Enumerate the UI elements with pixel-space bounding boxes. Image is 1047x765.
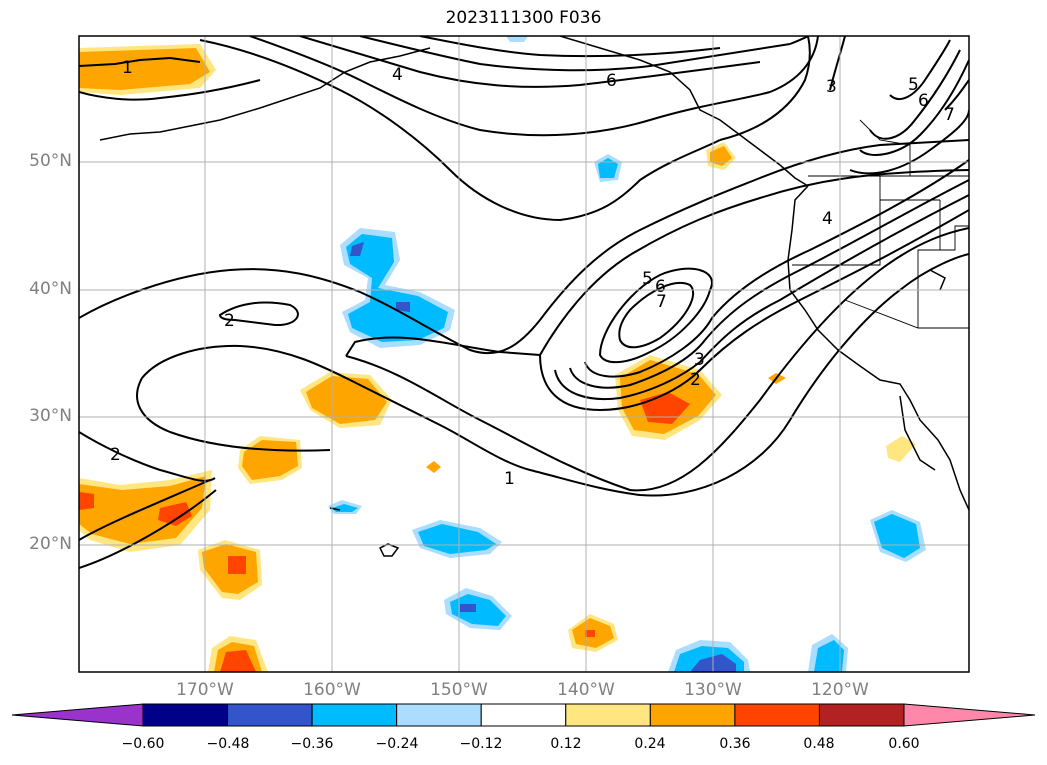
colorbar-tick-label: 0.12 (550, 736, 582, 752)
lon-label-150w: 150°W (430, 680, 488, 700)
contour-label: 2 (690, 370, 701, 390)
contour-label: 5 (908, 75, 919, 95)
lon-label-170w: 170°W (176, 680, 234, 700)
contour-label: 3 (694, 350, 705, 370)
colorbar-segment (734, 703, 820, 727)
map-frame (78, 35, 970, 673)
lat-label-20n: 20°N (29, 534, 72, 554)
contour-label: 6 (655, 277, 666, 297)
map-title: 2023111300 F036 (445, 8, 602, 28)
colorbar-tick-label: 0.36 (719, 736, 751, 752)
height-contours (79, 36, 969, 569)
negative-anomaly-shading (328, 36, 926, 672)
contour-label: 7 (656, 292, 667, 312)
contour-label: 1 (122, 58, 133, 78)
lon-label-130w: 130°W (684, 680, 742, 700)
colorbar-extend-low (11, 703, 144, 727)
contour-label: 6 (918, 91, 929, 111)
colorbar-segment (142, 703, 229, 727)
contour-label: 7 (944, 105, 955, 125)
contour-label: 5 (642, 269, 653, 289)
contour-label: 6 (606, 71, 617, 91)
coastlines (99, 36, 969, 557)
lon-label-120w: 120°W (811, 680, 869, 700)
colorbar (11, 703, 1036, 727)
colorbar-tick-label: −0.36 (290, 736, 334, 752)
contour-label: 4 (392, 65, 403, 85)
colorbar-segment (311, 703, 398, 727)
colorbar-tick-label: 0.60 (888, 736, 920, 752)
colorbar-tick-label: −0.24 (375, 736, 419, 752)
colorbar-segment (396, 703, 482, 727)
colorbar-tick-label: 0.48 (803, 736, 835, 752)
colorbar-extend-high (903, 703, 1036, 727)
colorbar-tick-label: −0.12 (459, 736, 503, 752)
contour-labels: 1 2 2 1 6 4 5 6 7 3 2 3 4 5 6 7 (110, 58, 955, 489)
contour-label: 2 (224, 311, 235, 331)
colorbar-tick-label: −0.48 (206, 736, 250, 752)
contour-label: 4 (822, 209, 833, 229)
contour-label: 3 (826, 77, 837, 97)
graticule (79, 36, 969, 672)
lon-label-160w: 160°W (303, 680, 361, 700)
lon-label-140w: 140°W (557, 680, 615, 700)
political-borders (792, 119, 969, 329)
colorbar-segment (649, 703, 736, 727)
lat-label-30n: 30°N (29, 406, 72, 426)
contour-label: 2 (110, 445, 121, 465)
colorbar-tick-label: −0.60 (121, 736, 165, 752)
colorbar-segment (818, 703, 905, 727)
colorbar-segment (480, 703, 567, 727)
lat-label-40n: 40°N (29, 279, 72, 299)
colorbar-tick-label: 0.24 (634, 736, 666, 752)
colorbar-segment (565, 703, 651, 727)
colorbar-segment (227, 703, 313, 727)
lat-label-50n: 50°N (29, 151, 72, 171)
contour-label: 1 (504, 469, 515, 489)
